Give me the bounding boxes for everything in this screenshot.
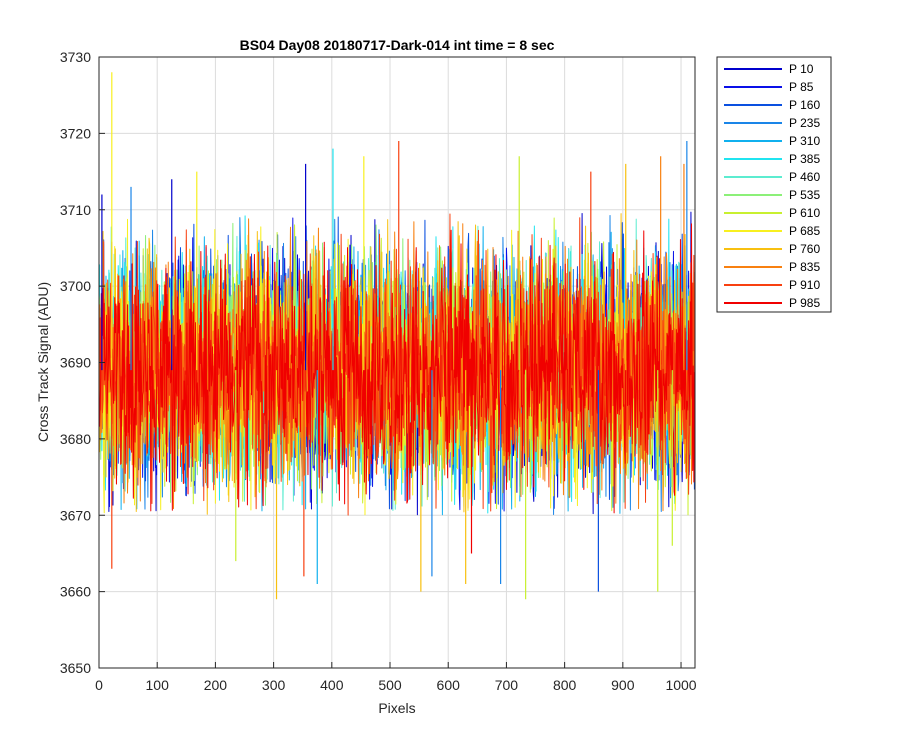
x-tick-label: 100 — [146, 677, 170, 693]
y-tick-label: 3650 — [60, 660, 91, 676]
legend-label: P 235 — [789, 116, 820, 130]
legend-item: P 985 — [724, 296, 820, 310]
chart-title: BS04 Day08 20180717-Dark-014 int time = … — [240, 37, 555, 53]
legend-label: P 610 — [789, 206, 820, 220]
x-axis-ticks: 0 100 200 300 400 500 600 700 800 900 1000 — [95, 662, 697, 693]
legend-label: P 685 — [789, 224, 820, 238]
x-tick-label: 400 — [320, 677, 344, 693]
legend-label: P 385 — [789, 152, 820, 166]
legend-item: P 535 — [724, 188, 820, 202]
legend-item: P 460 — [724, 170, 820, 184]
legend-label: P 910 — [789, 278, 820, 292]
legend-label: P 835 — [789, 260, 820, 274]
plot-area — [98, 211, 695, 516]
legend-item: P 760 — [724, 242, 820, 256]
legend-label: P 160 — [789, 98, 820, 112]
x-tick-label: 800 — [553, 677, 577, 693]
y-axis-label: Cross Track Signal (ADU) — [35, 282, 51, 442]
legend-label: P 460 — [789, 170, 820, 184]
legend-items: P 10 P 85 P 160 P 235 P 310 P 385 P 460 P 535 P … — [724, 62, 820, 310]
legend-label: P 985 — [789, 296, 820, 310]
legend: P 10 P 85 P 160 P 235 P 310 P 385 P 460 P 535 P … — [716, 56, 832, 313]
legend-item: P 235 — [724, 116, 820, 130]
legend-label: P 760 — [789, 242, 820, 256]
legend-item: P 610 — [724, 206, 820, 220]
y-tick-label: 3670 — [60, 507, 91, 523]
x-tick-label: 0 — [95, 677, 103, 693]
y-axis-ticks: 3650 3660 3670 3680 3690 3700 3710 3720 3730 — [60, 49, 105, 676]
legend-item: P 85 — [724, 80, 814, 94]
legend-item: P 910 — [724, 278, 820, 292]
x-tick-label: 900 — [611, 677, 635, 693]
x-tick-label: 700 — [495, 677, 519, 693]
legend-label: P 310 — [789, 134, 820, 148]
x-tick-label: 1000 — [665, 677, 696, 693]
legend-item: P 835 — [724, 260, 820, 274]
y-tick-label: 3700 — [60, 278, 91, 294]
legend-label: P 10 — [789, 62, 814, 76]
y-tick-label: 3660 — [60, 584, 91, 600]
legend-label: P 85 — [789, 80, 814, 94]
legend-item: P 685 — [724, 224, 820, 238]
legend-item: P 160 — [724, 98, 820, 112]
y-tick-label: 3710 — [60, 202, 91, 218]
x-tick-label: 200 — [204, 677, 228, 693]
x-tick-label: 500 — [378, 677, 402, 693]
spike-layer — [101, 72, 688, 600]
y-tick-label: 3720 — [60, 125, 91, 141]
y-tick-label: 3690 — [60, 355, 91, 371]
x-tick-label: 300 — [262, 677, 286, 693]
x-tick-label: 600 — [437, 677, 461, 693]
legend-box — [716, 56, 832, 313]
y-tick-label: 3680 — [60, 431, 91, 447]
x-axis-label: Pixels — [378, 700, 415, 716]
legend-item: P 310 — [724, 134, 820, 148]
legend-item: P 385 — [724, 152, 820, 166]
y-tick-label: 3730 — [60, 49, 91, 65]
series-line-p985 — [98, 223, 695, 514]
legend-label: P 535 — [789, 188, 820, 202]
legend-item: P 10 — [724, 62, 814, 76]
